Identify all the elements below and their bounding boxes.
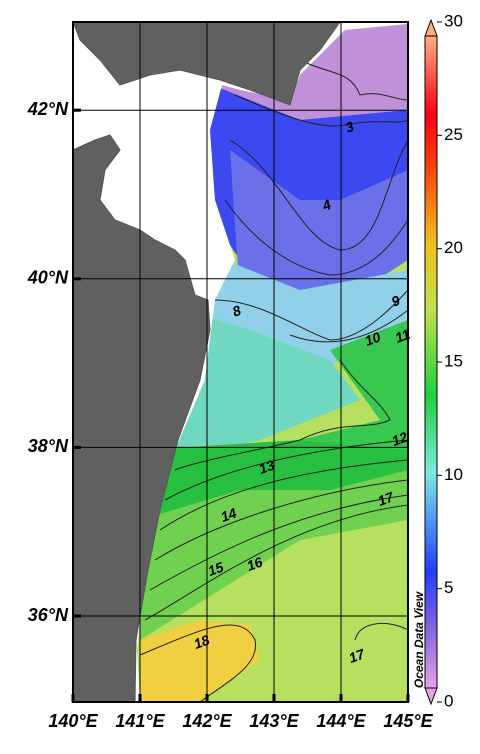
lon-tick-label: 142°E	[182, 711, 232, 731]
tick-bar	[138, 694, 142, 702]
credit: Ocean Data View	[412, 591, 426, 688]
tick-bar	[272, 694, 276, 702]
contour-line	[224, 199, 409, 276]
colorbar-tick-label: 0	[444, 691, 453, 710]
lon-tick-label: 141°E	[115, 711, 165, 731]
tick-bar	[73, 108, 81, 112]
contour-label: 17	[376, 488, 397, 509]
lat-tick-label: 36°N	[28, 605, 69, 625]
contour-line	[154, 479, 409, 561]
tick-bar	[73, 277, 81, 281]
tick-bar	[73, 614, 81, 618]
lon-tick-label: 143°E	[249, 711, 299, 731]
map-frame	[72, 21, 409, 703]
tick-bar	[406, 694, 410, 702]
colorbar-tick-label: 5	[444, 578, 453, 597]
colorbar-min-arrow	[424, 687, 438, 706]
colorbar-tick-label: 30	[444, 11, 463, 30]
lat-tick-label: 40°N	[27, 268, 69, 288]
contour-line	[289, 309, 409, 343]
colorbar	[424, 35, 438, 689]
contour-line	[299, 59, 409, 101]
contour-line	[164, 439, 409, 501]
contour-line	[149, 494, 409, 591]
contour-line	[174, 359, 391, 471]
tick-bar	[73, 445, 81, 449]
colorbar-max-arrow	[424, 18, 438, 37]
contour-line	[144, 504, 409, 621]
tick-bar	[339, 694, 343, 702]
tick-bar	[205, 694, 209, 702]
contour-label: 18	[192, 632, 212, 652]
contour-label: 12	[390, 429, 410, 449]
contour-label: 14	[219, 505, 239, 525]
contour-line	[354, 622, 409, 641]
contour-line	[214, 289, 409, 341]
colorbar-tick-label: 25	[444, 125, 463, 144]
contour-line	[229, 139, 409, 251]
contour-label: 15	[206, 559, 226, 579]
colorbar-tick-label: 20	[444, 238, 463, 257]
colorbar-tick-label: 10	[444, 465, 463, 484]
honshu	[72, 22, 211, 703]
contour-label: 13	[257, 457, 277, 477]
colorbar-tick-label: 15	[444, 351, 463, 370]
contour-label: 17	[347, 645, 368, 666]
lon-tick-label: 144°E	[316, 711, 366, 731]
tick-bar	[71, 694, 75, 702]
contour-label: 10	[363, 329, 383, 349]
lon-tick-label: 140°E	[48, 711, 98, 731]
contour-line	[139, 624, 256, 703]
lon-tick-label: 145°E	[383, 711, 433, 731]
contour-line	[159, 459, 409, 531]
lat-tick-label: 38°N	[28, 436, 69, 456]
contours	[139, 59, 409, 703]
contour-label: 16	[245, 554, 265, 574]
contour-label: 11	[393, 326, 412, 346]
lat-tick-label: 42°N	[27, 99, 69, 119]
